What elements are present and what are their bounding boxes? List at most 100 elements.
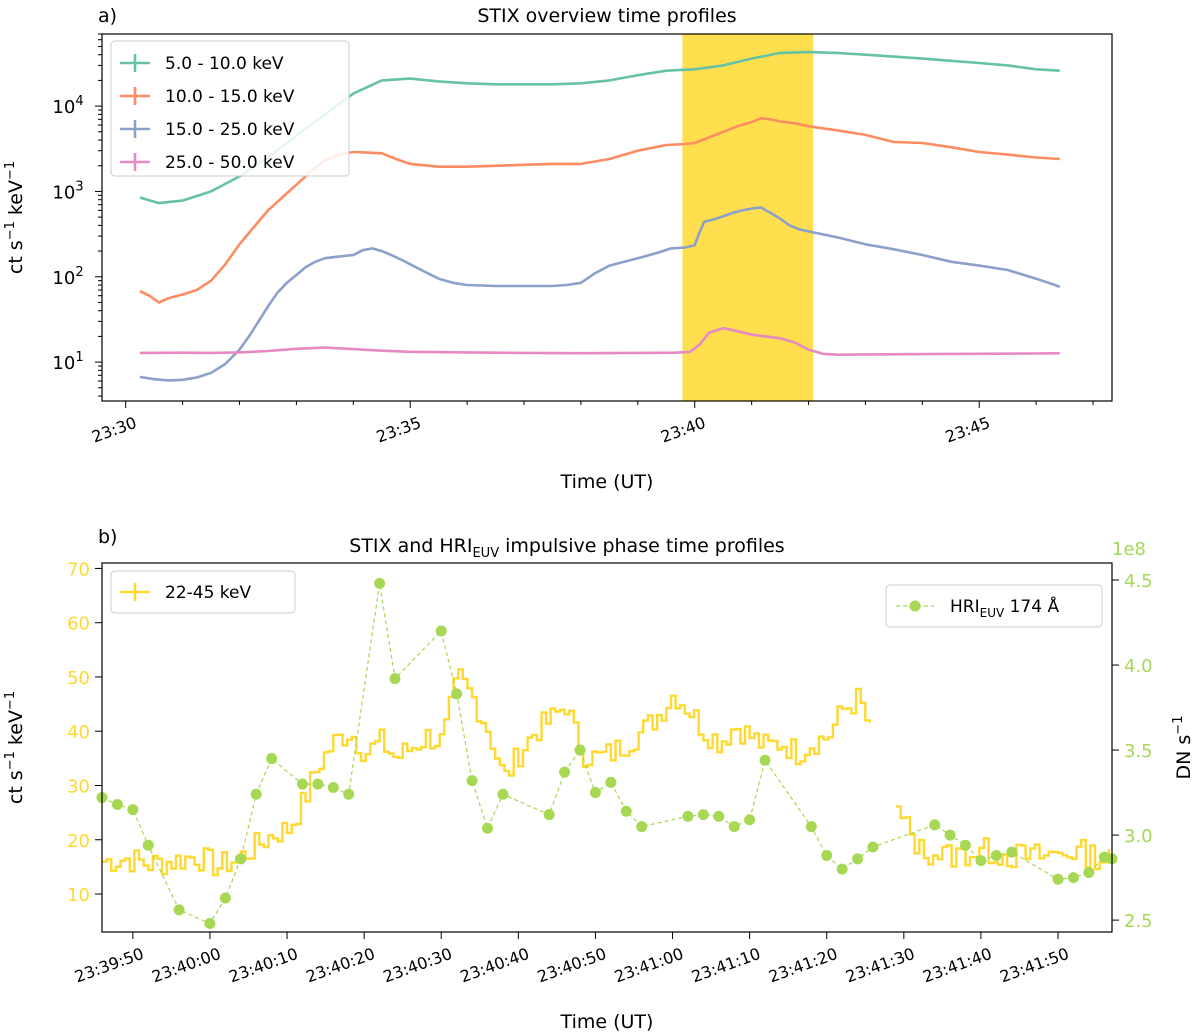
y-left-axis-label-b-mid: keV [5, 710, 27, 751]
x-tick-label: 23:35 [374, 413, 424, 447]
x-tick-label: 23:41:40 [920, 944, 994, 986]
hri-euv-point [574, 744, 586, 756]
hri-euv-point [235, 853, 247, 865]
y-tick-exp: 1 [75, 350, 83, 365]
legend-box [885, 584, 1103, 628]
hri-euv-point [111, 798, 123, 810]
legend-label: HRIEUV 174 Å [950, 595, 1059, 620]
y-right-tick-label: 3.5 [1124, 741, 1153, 762]
hri-euv-point [1006, 846, 1018, 858]
legend-label-1: 5.0 - 10.0 keV [165, 54, 284, 74]
series-line-3 [139, 206, 1061, 382]
legend-b-left: 22-45 keV [110, 570, 296, 614]
x-tick-label: 23:40:20 [303, 944, 377, 986]
hri-euv-point [327, 781, 339, 793]
y-right-axis-label-base: DN s [1173, 735, 1195, 780]
hri-euv-point [343, 788, 355, 800]
x-tick-label: 23:40 [658, 413, 708, 447]
x-axis-label-b: Time (UT) [560, 1011, 654, 1033]
hri-euv-point [497, 788, 509, 800]
hri-euv-point [173, 904, 185, 916]
legend-label-pre: HRI [950, 597, 980, 617]
y-tick-label: 104 [52, 94, 83, 118]
plot-frame-b [101, 562, 1113, 933]
y-left-axis-label-b-base: ct s [5, 770, 27, 804]
hri-euv-point [296, 778, 308, 790]
y-right-tick-label: 3.0 [1124, 826, 1153, 847]
y-tick-base: 10 [52, 97, 75, 118]
legend-label-3: 15.0 - 25.0 keV [165, 120, 295, 140]
hri-euv-point [713, 810, 725, 822]
hri-euv-point [944, 829, 956, 841]
legend-box [110, 570, 296, 614]
y-left-tick-label: 10 [67, 885, 90, 906]
hri-euv-point [960, 839, 972, 851]
highlight-interval [682, 34, 814, 401]
panel-label-b: b) [98, 526, 117, 548]
x-tick-label: 23:41:20 [766, 944, 840, 986]
x-tick-label: 23:40:00 [149, 944, 223, 986]
x-axis-label-a: Time (UT) [560, 471, 654, 493]
hri-euv-point [543, 809, 555, 821]
panel-b: 23:39:50 23:40:00 23:40:10 23:40:20 23:40:30… [67, 526, 1195, 1033]
y-tick-exp: 2 [75, 265, 83, 280]
y-axis-label-a-base: ct s [5, 240, 27, 274]
legend-label-2: 10.0 - 15.0 keV [165, 87, 295, 107]
hri-euv-point [759, 754, 771, 766]
legend-a: 5.0 - 10.0 keV 10.0 - 15.0 keV 15.0 - 25.0… [110, 40, 350, 177]
hri-euv-point [728, 821, 740, 833]
hri-euv-point [559, 766, 571, 778]
hri-euv-point [451, 688, 463, 700]
hri-euv-point [204, 917, 216, 929]
x-tick-label: 23:40:50 [535, 944, 609, 986]
hri-euv-point [312, 778, 324, 790]
y-left-axis-label-b-sup2: −1 [3, 691, 18, 710]
y-tick-exp: 4 [75, 94, 83, 109]
hri-euv-point [605, 776, 617, 788]
hri-euv-point [990, 849, 1002, 861]
series-line-22-45kev-late [896, 805, 1111, 871]
y-left-axis-label-b-sup1: −1 [3, 751, 18, 770]
hri-euv-point [852, 853, 864, 865]
hri-euv-point [821, 849, 833, 861]
legend-marker [909, 600, 921, 612]
hri-euv-point [219, 892, 231, 904]
series-line-4 [139, 326, 1060, 357]
y-left-axis-label-b: ct s−1 keV−1 [3, 691, 27, 804]
legend-box [110, 40, 350, 177]
chart-title-a: STIX overview time profiles [477, 5, 736, 27]
series-line-hri-euv [101, 583, 1113, 925]
hri-euv-point [805, 821, 817, 833]
y-left-tick-label: 60 [67, 614, 90, 635]
y-left-tick-label: 20 [67, 831, 90, 852]
y-axis-label-a: ct s−1 keV−1 [3, 161, 27, 274]
y-right-tick-label: 2.5 [1124, 911, 1153, 932]
y-right-axis-label-b: DN s−1 [1171, 716, 1195, 780]
x-tick-label: 23:41:30 [843, 944, 917, 986]
legend-label: 22-45 keV [165, 583, 251, 603]
hri-euv-point [836, 863, 848, 875]
hri-euv-point [1083, 866, 1095, 878]
hri-euv-point [389, 673, 401, 685]
chart-title-b-sub: EUV [472, 546, 499, 561]
hri-euv-point [250, 788, 262, 800]
y-tick-label: 101 [52, 350, 83, 374]
y-tick-base: 10 [52, 182, 75, 203]
x-tick-label: 23:45 [943, 413, 993, 447]
y-axis-label-a-sup2: −1 [3, 161, 18, 180]
hri-euv-point [682, 810, 694, 822]
hri-euv-point [1052, 873, 1064, 885]
y-right-tick-label: 4.5 [1124, 571, 1153, 592]
y-left-tick-label: 50 [67, 668, 90, 689]
hri-euv-point [620, 805, 632, 817]
y-right-axis-label-sup: −1 [1171, 716, 1186, 735]
x-tick-label: 23:39:50 [72, 944, 146, 986]
hri-euv-point [374, 577, 386, 589]
series-line-2 [139, 117, 1060, 304]
chart-title-b: STIX and HRIEUV impulsive phase time pro… [349, 535, 784, 561]
hri-euv-point [975, 855, 987, 867]
x-tick-label: 23:40:40 [458, 944, 532, 986]
hri-euv-point [929, 819, 941, 831]
